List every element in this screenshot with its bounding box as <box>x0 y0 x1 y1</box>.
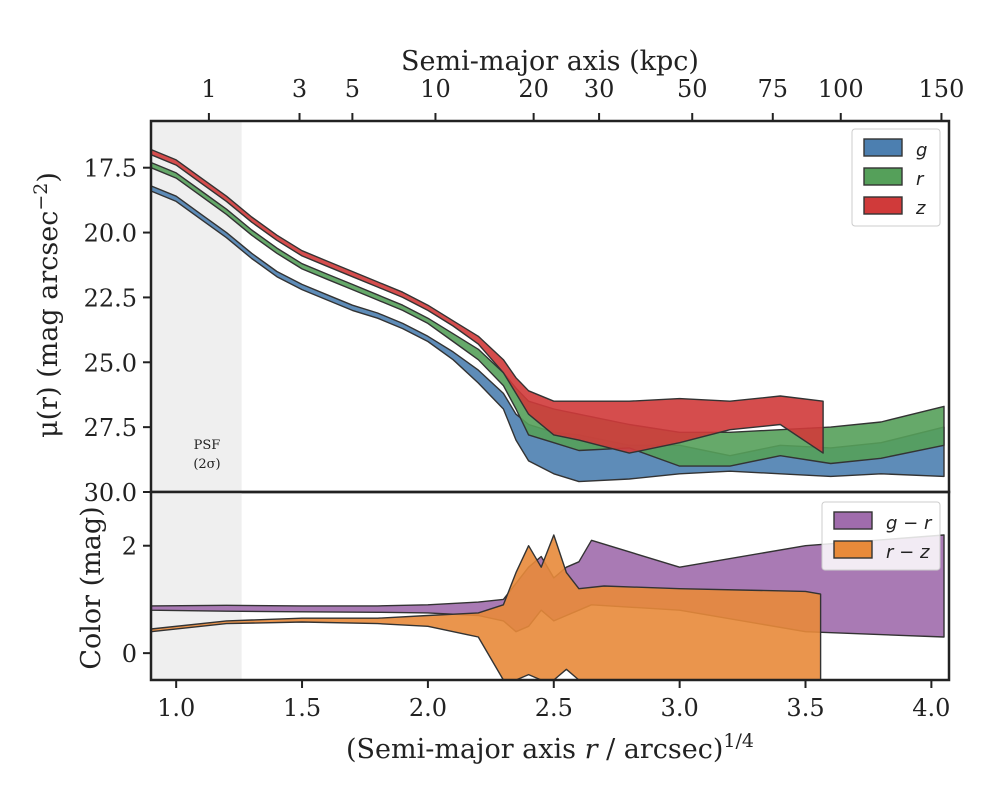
legend-label: g <box>916 140 927 161</box>
top-axis-ticks: 1 3 5 10 20 30 50 75 100 150 <box>201 75 964 121</box>
top-y-axis-title-main: μ(r) (mag arcsec <box>33 211 64 438</box>
psf-region-top <box>151 121 242 492</box>
legend-swatch <box>863 138 903 157</box>
sb-band-r <box>150 161 945 467</box>
top-x-tick-label: 3 <box>292 75 307 103</box>
legend-swatch <box>863 167 903 186</box>
bottom-x-axis-title-main: (Semi-major axis <box>346 734 585 765</box>
top-y-tick-label: 17.5 <box>84 155 137 183</box>
bottom-panel-frame <box>149 490 951 682</box>
bottom-legend: g − rr − z <box>821 501 941 571</box>
sb-band-z <box>150 148 824 454</box>
bottom-x-tick-label: 1.0 <box>157 694 195 722</box>
top-y-axis-title-close: ) <box>33 172 64 183</box>
bottom-x-tick-label: 3.5 <box>786 694 824 722</box>
bottom-y-tick-label: 2 <box>122 533 137 561</box>
top-y-ticks: 17.5 20.0 22.5 25.0 27.5 30.0 <box>84 155 151 507</box>
legend-label: r − z <box>886 542 930 563</box>
top-x-tick-label: 100 <box>818 75 864 103</box>
top-y-tick-label: 22.5 <box>84 284 137 312</box>
psf-region-bottom <box>151 492 242 680</box>
top-y-axis-title: μ(r) (mag arcsec−2) <box>30 172 64 438</box>
bottom-x-tick-label: 3.0 <box>661 694 699 722</box>
bottom-y-tick-label: 0 <box>122 640 137 668</box>
psf-label-sigma: (2σ) <box>193 457 220 472</box>
legend-swatch <box>833 540 873 559</box>
legend-label-b: r <box>924 513 933 534</box>
surface-brightness-areas <box>150 148 945 483</box>
top-y-tick-label: 27.5 <box>84 414 137 442</box>
top-x-tick-label: 50 <box>677 75 708 103</box>
top-y-tick-label: 25.0 <box>84 349 137 377</box>
legend-label-minus: − <box>893 542 920 563</box>
bottom-x-axis-title-rest: / arcsec) <box>598 734 724 765</box>
top-x-tick-label: 30 <box>584 75 615 103</box>
legend-label-a: g <box>886 513 897 534</box>
bottom-y-ticks: 02 <box>122 533 151 668</box>
bottom-x-tick-label: 2.0 <box>409 694 447 722</box>
legend-swatch <box>833 511 873 530</box>
bottom-x-tick-label: 2.5 <box>535 694 573 722</box>
bottom-y-axis-title: Color (mag) <box>76 506 107 669</box>
top-y-tick-label: 20.0 <box>84 220 137 248</box>
top-x-tick-label: 1 <box>201 75 216 103</box>
top-y-axis-title-sup: −2 <box>30 183 52 211</box>
legend-label-a: r <box>886 542 895 563</box>
top-axis-title: Semi-major axis (kpc) <box>401 46 699 77</box>
legend-label-b: z <box>919 542 930 563</box>
bottom-x-axis-title: (Semi-major axis r / arcsec)1/4 <box>346 730 754 765</box>
psf-label: PSF <box>194 438 221 453</box>
bottom-x-axis-title-sup: 1/4 <box>723 730 754 752</box>
legend-label: z <box>915 198 926 219</box>
surface-brightness-panel: 17.5 20.0 22.5 25.0 27.5 30.0 PSF (2σ) grz <box>84 119 951 507</box>
top-x-tick-label: 150 <box>919 75 965 103</box>
bottom-x-tick-label: 1.5 <box>283 694 321 722</box>
top-x-tick-label: 20 <box>518 75 549 103</box>
legend-swatch <box>863 196 903 215</box>
color-panel: 02 1.0 1.5 2.0 2.5 3.0 3.5 4.0 g − rr − z <box>122 490 951 722</box>
bottom-x-ticks: 1.0 1.5 2.0 2.5 3.0 3.5 4.0 <box>157 680 950 722</box>
bottom-x-axis-title-r: r <box>585 734 600 765</box>
legend-label-minus: − <box>897 513 924 534</box>
top-legend: grz <box>851 128 941 227</box>
legend-label: g − r <box>886 513 933 534</box>
top-y-tick-label: 30.0 <box>84 479 137 507</box>
top-x-tick-label: 5 <box>345 75 360 103</box>
top-x-tick-label: 10 <box>420 75 451 103</box>
top-x-tick-label: 75 <box>758 75 789 103</box>
bottom-x-tick-label: 4.0 <box>912 694 950 722</box>
legend-label: r <box>916 169 925 190</box>
